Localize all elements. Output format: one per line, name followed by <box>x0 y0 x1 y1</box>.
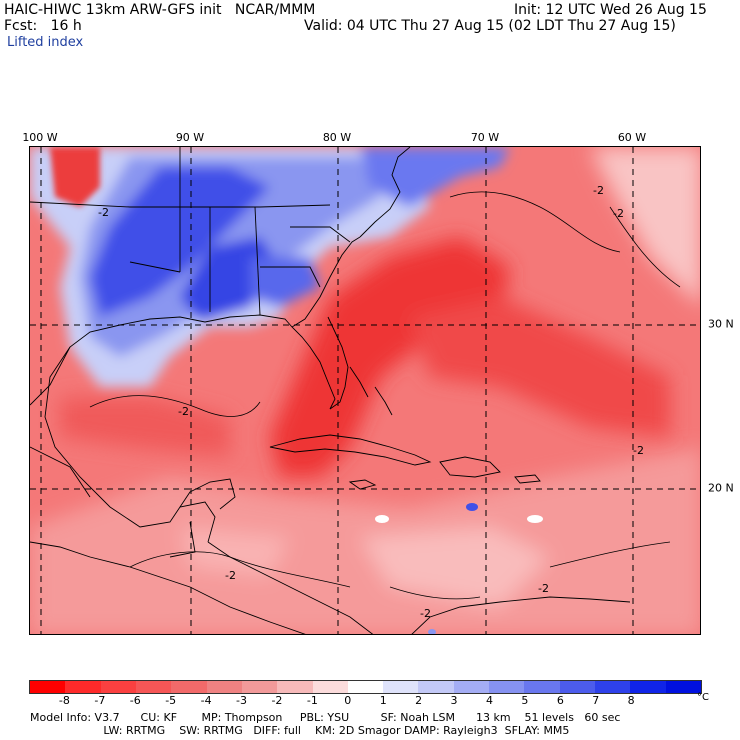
colorbar-tick-label: 0 <box>344 694 352 707</box>
colorbar-swatch <box>347 681 384 693</box>
colorbar-tick-label: -1 <box>306 694 318 707</box>
model-info-line-2: LW: RRTMG SW: RRTMG DIFF: full KM: 2D Sm… <box>30 724 570 737</box>
colorbar-tick-label: -2 <box>271 694 283 707</box>
colorbar-swatch <box>171 681 207 693</box>
colorbar-swatch <box>665 681 701 693</box>
colorbar-swatch <box>277 681 313 693</box>
colorbar-unit: °C <box>697 692 709 703</box>
colorbar-swatch <box>559 681 595 693</box>
valid-time: Valid: 04 UTC Thu 27 Aug 15 (02 LDT Thu … <box>304 18 676 34</box>
contour-label-2: -2 <box>178 405 189 418</box>
colorbar-swatch <box>595 681 631 693</box>
colorbar-swatch <box>135 681 172 693</box>
colorbar-tick-label: 7 <box>592 694 600 707</box>
contour-label-7: -2 <box>420 607 431 620</box>
field-name: Lifted index <box>7 35 84 50</box>
white-cell-a <box>527 515 543 523</box>
lon-label-80w: 80 W <box>322 131 352 144</box>
northwest-red-patch <box>50 147 100 207</box>
contour-label-6: -2 <box>538 582 549 595</box>
blue-cell-hispaniola <box>466 503 478 511</box>
contour-label-1: -2 <box>98 206 109 219</box>
light-regions <box>30 147 700 634</box>
colorbar-tick-label: 3 <box>450 694 458 707</box>
colorbar-swatch <box>524 681 560 693</box>
colorbar-swatch <box>489 681 525 693</box>
colorbar <box>29 680 702 694</box>
lon-label-60w: 60 W <box>617 131 647 144</box>
colorbar-swatch <box>30 681 66 693</box>
contour-label-3: -2 <box>593 184 604 197</box>
colorbar-swatch <box>453 681 490 693</box>
colorbar-swatch <box>418 681 454 693</box>
contour-label-5: -2 <box>633 444 644 457</box>
colorbar-tick-label: -7 <box>94 694 106 707</box>
colorbar-swatch <box>65 681 101 693</box>
colorbar-tick-label: 5 <box>521 694 529 707</box>
colorbar-swatch <box>383 681 419 693</box>
colorbar-tick-label: -5 <box>165 694 177 707</box>
deep-red-core <box>60 237 670 477</box>
blue-cell-south <box>428 629 436 634</box>
contour-label-8: -2 <box>225 569 236 582</box>
colorbar-swatch <box>630 681 666 693</box>
model-info-line-1: Model Info: V3.7 CU: KF MP: Thompson PBL… <box>30 711 621 724</box>
lat-label-30n: 30 N <box>708 317 734 331</box>
colorbar-tick-label: -6 <box>129 694 141 707</box>
colorbar-tick-label: 2 <box>415 694 423 707</box>
lifted-index-map: -2 -2 -2 -2 -2 -2 -2 -2 <box>29 146 701 635</box>
colorbar-tick-label: 1 <box>379 694 387 707</box>
colorbar-tick-label: 6 <box>556 694 564 707</box>
white-cell-b <box>375 515 389 523</box>
colorbar-swatch <box>312 681 348 693</box>
lat-lon-grid <box>30 147 700 634</box>
colorbar-tick-label: 8 <box>627 694 635 707</box>
lon-label-90w: 90 W <box>175 131 205 144</box>
colorbar-tick-label: 4 <box>485 694 493 707</box>
coastlines <box>30 147 631 634</box>
init-time: Init: 12 UTC Wed 26 Aug 15 <box>514 2 707 18</box>
forecast-hour: Fcst: 16 h <box>4 18 82 34</box>
lon-label-100w: 100 W <box>22 131 58 144</box>
contour-label-4: -2 <box>613 207 624 220</box>
li-contours <box>89 191 681 600</box>
model-title: HAIC-HIWC 13km ARW-GFS init NCAR/MMM <box>4 2 316 18</box>
colorbar-tick-label: -8 <box>58 694 70 707</box>
colorbar-tick-label: -3 <box>236 694 247 707</box>
map-canvas: -2 -2 -2 -2 -2 -2 -2 -2 <box>30 147 700 634</box>
colorbar-tick-label: -4 <box>200 694 212 707</box>
colorbar-swatch <box>100 681 136 693</box>
colorbar-swatch <box>206 681 242 693</box>
colorbar-swatch <box>241 681 278 693</box>
lon-label-70w: 70 W <box>470 131 500 144</box>
lat-label-20n: 20 N <box>708 481 734 495</box>
